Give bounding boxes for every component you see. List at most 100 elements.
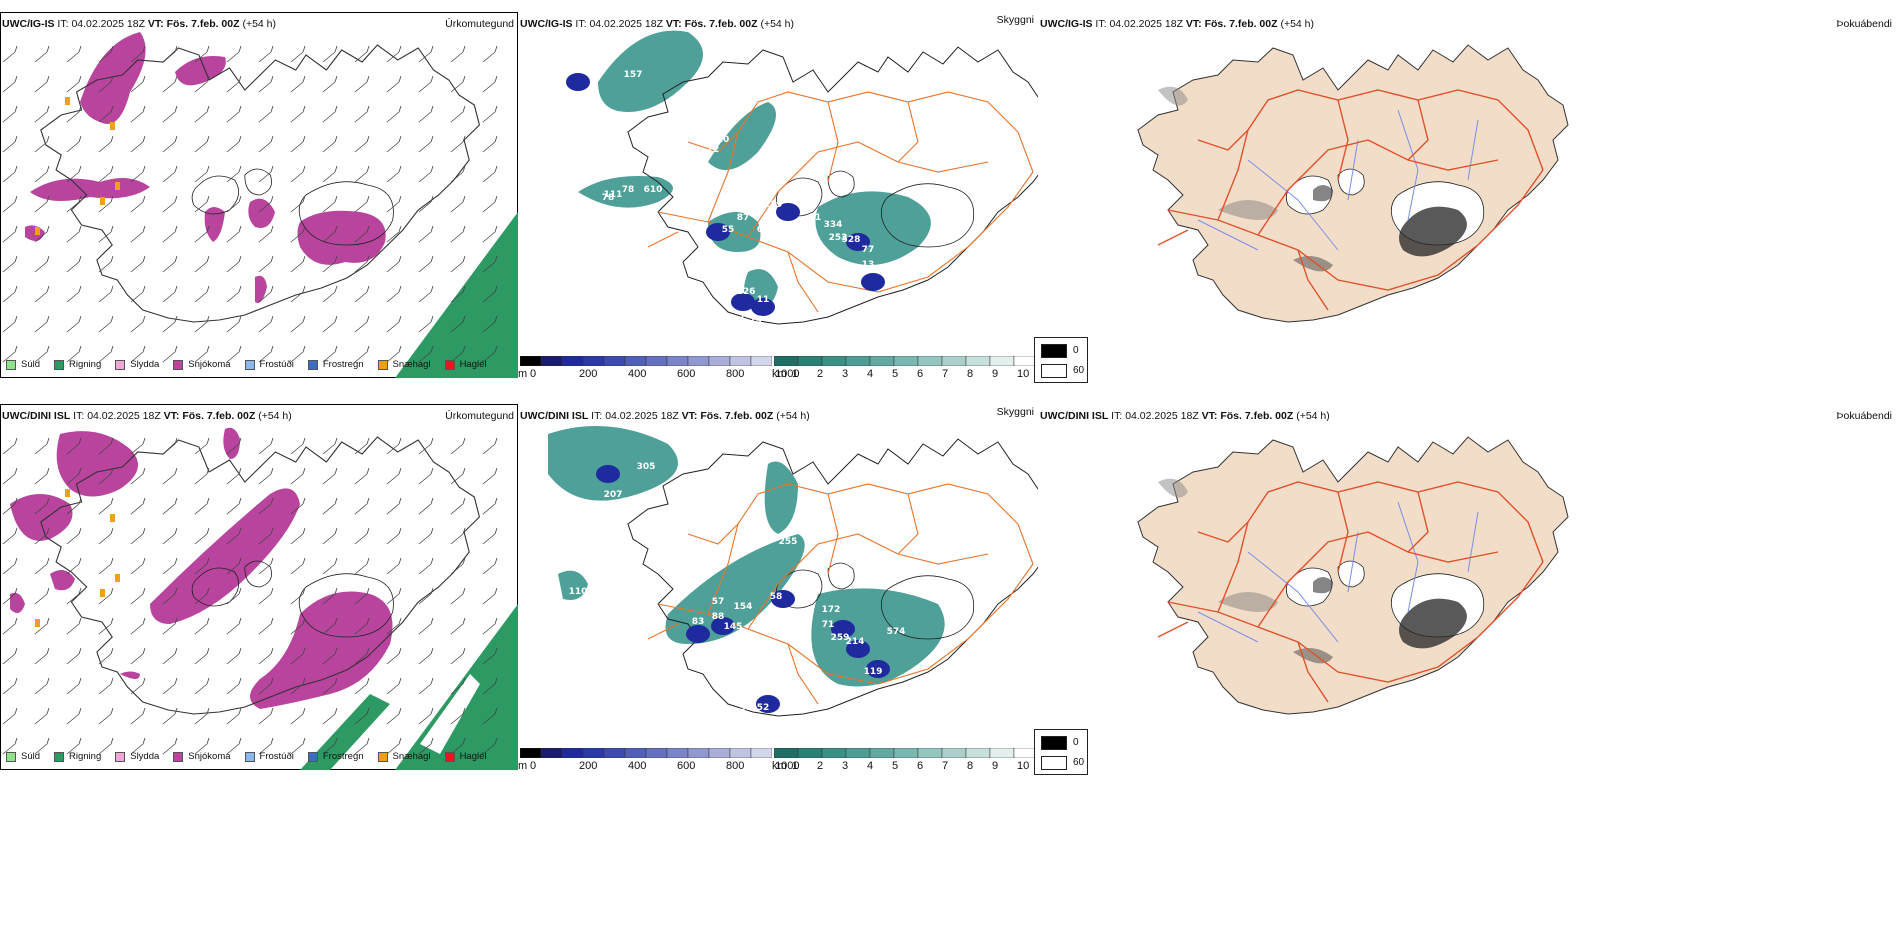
legend-swatch [54,751,65,762]
ceiling-tick: 800 [726,368,745,380]
legend-item: Rigning [54,751,101,762]
ceiling-tick: 200 [579,760,598,772]
legend-item: Haglél [444,751,487,762]
legend-item: Frostregn [307,359,364,370]
visibility-unit: km [772,760,787,772]
legend-label: Frostúði [259,359,294,370]
ceiling-label: 259 [831,633,850,643]
vt-value: Fös. 7.feb. 00Z [700,410,774,422]
fog-key-bottom-label: 60 [1073,757,1085,768]
legend-item: Snæhagl [377,751,431,762]
it-value: 04.02.2025 18Z [87,410,161,422]
visibility-colorbar [774,356,1036,366]
legend-swatch [6,751,16,762]
ceiling-tick: 600 [677,760,696,772]
ceiling-label: 12 [707,145,720,155]
legend-label: Haglél [459,359,487,370]
legend-swatch [115,751,126,762]
visibility-tick: 3 [842,368,849,380]
legend-item: Haglél [444,359,487,370]
visibility-ticks: km 1 2 3 4 5 6 7 8 9 10 [772,368,1038,382]
legend-item: Frostúði [244,359,294,370]
fog-map [1137,436,1569,715]
visibility-unit: km [772,368,787,380]
it-value: 04.02.2025 18Z [605,410,679,422]
ceiling-unit: m [518,368,528,380]
legend-swatch [115,359,126,370]
visibility-tick: 5 [892,368,899,380]
ceiling-tick: 0 [530,760,537,772]
legend-swatch [377,751,388,762]
ceiling-label: 1 [585,115,591,125]
vt-label: VT: [665,18,682,30]
precip-header: UWC/IG-IS IT: 04.02.2025 18Z VT: Fös. 7.… [2,18,276,30]
cloud-header: UWC/DINI ISL IT: 04.02.2025 18Z VT: Fös.… [520,410,810,422]
ceiling-label: 87 [737,213,750,223]
ceiling-label: 83 [692,617,705,627]
it-value: 04.02.2025 18Z [589,18,663,30]
visibility-tick: 6 [917,368,924,380]
visibility-tick: 4 [867,368,874,380]
ceiling-label: 57 [712,597,725,607]
vt-label: VT: [163,410,180,422]
ceiling-label: 20 [717,135,730,145]
ceiling-label: 77 [862,245,875,255]
model-name: UWC/DINI ISL [520,410,589,422]
fog-key-swatch [1041,344,1067,358]
visibility-tick: 8 [967,760,974,772]
ceiling-unit: m [518,760,528,772]
legend-label: Slydda [130,751,160,762]
cloud-ceiling-panel: 157 99 1 20 12 18 849 111 78 610 83 78 55 87 65 11 129 33… [518,12,1038,390]
fog-key: 0 60 [1034,337,1088,383]
ceiling-label: 305 [637,462,656,472]
ceiling-tick: 800 [726,760,745,772]
legend-item: Frostregn [307,751,364,762]
ceiling-label: 126 [737,287,756,297]
lead-time: (+54 h) [760,18,795,30]
vt-value: Fös. 7.feb. 00Z [1220,410,1294,422]
visibility-tick: 7 [942,760,949,772]
ceiling-ticks: m 0 200 400 600 800 1000 [518,368,799,382]
ceiling-label: 154 [734,602,753,612]
visibility-tick: 6 [917,760,924,772]
precip-map-frame [0,404,518,770]
cloud-title: Skyggni [996,406,1034,418]
cloud-header: UWC/IG-IS IT: 04.02.2025 18Z VT: Fös. 7.… [520,18,794,30]
ceiling-label: 528 [842,235,861,245]
ceiling-label: 849 [549,170,568,180]
legend-item: Slydda [115,751,159,762]
legend-item: Súld [6,751,40,762]
ceiling-tick: 0 [530,368,537,380]
it-label: IT: [73,410,85,422]
legend-item: Snæhagl [377,359,431,370]
visibility-colorbar [774,748,1036,758]
vt-value: Fös. 7.feb. 00Z [684,18,758,30]
legend-label: Snæhagl [392,751,431,762]
legend-label: Haglél [459,751,487,762]
it-label: IT: [575,18,587,30]
ceiling-label: 52 [757,703,770,713]
fog-title: Þokuábendi [1836,18,1892,30]
precip-legend: Súld Rigning Slydda Snjókoma Frostúði Frostre… [6,359,487,370]
ceiling-label: 610 [644,185,663,195]
legend-item: Súld [6,359,40,370]
lead-time: (+54 h) [1280,18,1315,30]
legend-swatch [6,359,16,370]
visibility-tick: 2 [817,368,824,380]
ceiling-label: 207 [604,490,623,500]
it-label: IT: [591,410,603,422]
legend-item: Frostúði [244,751,294,762]
fog-key-top-label: 0 [1073,345,1079,356]
visibility-tick: 5 [892,760,899,772]
vt-label: VT: [147,18,164,30]
fog-key-top-label: 0 [1073,737,1079,748]
visibility-tick: 7 [942,368,949,380]
vt-label: VT: [681,410,698,422]
it-label: IT: [1111,410,1123,422]
it-value: 04.02.2025 18Z [71,18,145,30]
ceiling-label: 11 [757,295,770,305]
fog-map [1137,44,1569,323]
ceiling-label: 82 [622,497,635,507]
ceiling-label: 111 [604,190,623,200]
